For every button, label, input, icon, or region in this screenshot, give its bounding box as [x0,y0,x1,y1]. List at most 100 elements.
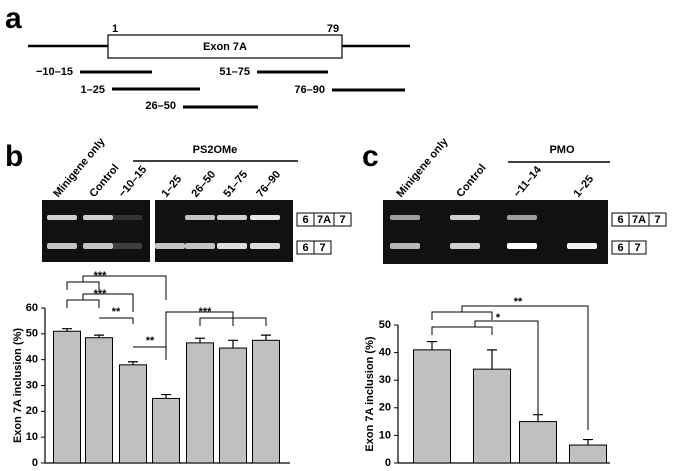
lane-label: 51–75 [221,169,250,200]
oligo-label: 51–75 [219,66,250,78]
error-bar [161,393,171,399]
lane-label: Control [87,162,121,200]
panel-label: c [362,140,379,173]
band [83,243,113,249]
isoform-label: 7A [632,214,646,226]
band [155,243,185,249]
band [185,243,215,249]
oligo-label: 76–90 [294,84,325,96]
bar [473,368,511,464]
lane-label: Minigene only [394,135,451,200]
significance-bracket [165,311,267,360]
band [567,243,597,249]
oligo-label: −10–15 [36,66,73,78]
isoform-label: 6 [617,214,623,226]
y-tick-label: 60 [26,302,38,314]
isoform-label: 7 [319,242,325,254]
band [185,215,215,220]
error-bar [62,328,72,332]
lane-label: Control [454,162,488,200]
lane-label: 76–90 [254,169,283,200]
bar [252,339,280,464]
y-tick-label: 40 [26,354,38,366]
isoform-label: 6 [302,214,308,226]
isoform-label: 7A [317,214,331,226]
band [47,215,77,220]
significance-label: * [496,312,501,324]
isoform-label: 6 [302,242,308,254]
exon-box [107,34,343,59]
lane-label: 1–25 [159,173,184,199]
oligo-label: 1–25 [81,84,105,96]
y-tick-label: 10 [379,429,391,441]
exon-label: Exon 7A [203,41,247,53]
error-bar [261,334,271,341]
significance-bracket [431,320,539,414]
bar [219,347,247,464]
bar [186,342,214,464]
isoform-box [313,240,332,255]
significance-label: ** [146,335,155,347]
lane-label: 26–50 [189,169,218,200]
band [47,243,77,249]
error-bar [94,334,104,338]
isoform-label: 7 [654,214,660,226]
y-tick-label: 30 [26,379,38,391]
significance-label: ** [112,306,121,318]
bar [413,349,451,464]
significance-label: ** [514,296,523,308]
bar [85,337,113,464]
band [250,243,280,249]
band [507,215,537,220]
gel [42,200,150,262]
error-bar [427,340,437,350]
isoform-box [628,240,647,255]
bar [152,397,180,464]
band [450,243,480,249]
significance-label: *** [94,288,108,300]
lane-label: −11–14 [511,164,544,200]
gel [383,200,608,264]
significance-bracket [66,293,134,312]
band [217,243,247,249]
band [390,243,420,249]
y-tick-label: 40 [379,347,391,359]
y-axis-label: Exon 7A inclusion (%) [12,328,24,443]
panel-label: b [5,140,23,173]
band [390,215,420,220]
significance-bracket [431,305,589,430]
y-tick-label: 50 [26,328,38,340]
oligo-label: 26–50 [145,100,176,112]
error-bar [583,438,593,446]
y-tick-label: 30 [379,374,391,386]
exon-start: 1 [112,23,118,35]
band [250,215,280,220]
bar [569,444,607,464]
y-tick-label: 50 [379,319,391,331]
panel-label: a [5,2,22,35]
y-tick-label: 10 [26,431,38,443]
lane-label: 1–25 [571,173,596,199]
bar [519,421,557,464]
gel-header: PMO [549,144,575,156]
error-bar [195,337,205,343]
band [450,215,480,220]
error-bar [487,349,497,370]
error-bar [128,361,138,365]
bar [53,330,81,464]
band [507,243,537,249]
y-tick-label: 20 [379,402,391,414]
significance-label: *** [199,306,213,318]
significance-bracket [133,346,167,352]
isoform-box [333,212,352,227]
y-axis-label: Exon 7A inclusion (%) [364,336,376,451]
isoform-label: 7 [339,214,345,226]
significance-bracket [66,275,167,300]
band [83,215,113,220]
isoform-label: 6 [617,242,623,254]
band [112,243,142,249]
lane-label: −10–15 [116,164,149,200]
y-tick-label: 0 [385,457,391,469]
isoform-label: 7 [634,242,640,254]
